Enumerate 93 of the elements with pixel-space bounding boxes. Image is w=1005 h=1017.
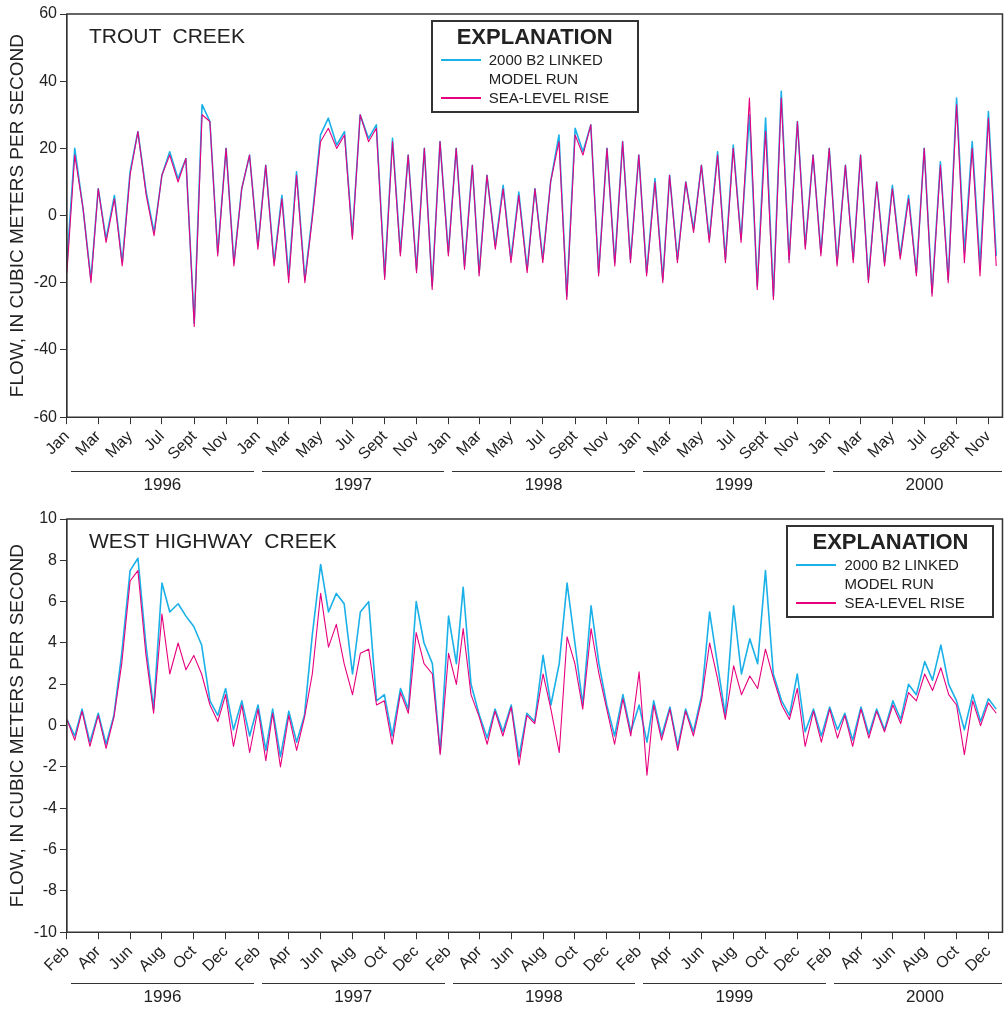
- x-tick-label: Dec: [770, 942, 803, 975]
- y-tick-label: -20: [33, 273, 58, 291]
- text: 1998: [524, 987, 563, 1007]
- x-tick-label: Nov: [199, 427, 232, 460]
- y-tick-label: 8: [48, 550, 58, 568]
- y-tick-label: 0: [48, 716, 58, 734]
- x-tick-label: Jun: [105, 942, 136, 973]
- x-tick-label: Feb: [422, 942, 454, 974]
- text: 1996: [143, 475, 182, 495]
- x-tick-label: May: [101, 427, 136, 461]
- x-tick-label: Apr: [836, 941, 867, 972]
- x-tick-label: Oct: [932, 941, 963, 972]
- x-tick-label: Jul: [712, 427, 739, 454]
- x-tick-label: Nov: [389, 427, 422, 460]
- y-tick-label: -8: [42, 881, 58, 899]
- legend-title: EXPLANATION: [811, 529, 970, 555]
- x-tick-label: Jan: [423, 427, 454, 458]
- x-tick-label: May: [673, 427, 707, 461]
- text: 1999: [715, 475, 753, 495]
- y-tick-label: -40: [33, 340, 58, 358]
- y-tick-label: -4: [42, 798, 58, 816]
- y-tick-label: 60: [39, 4, 58, 22]
- x-tick-label: Jun: [676, 942, 708, 973]
- x-tick-label: Feb: [231, 942, 264, 974]
- x-tick-label: Aug: [325, 942, 358, 975]
- x-tick-label: Apr: [454, 941, 486, 972]
- x-tick-label: Jun: [867, 942, 899, 973]
- x-tick-label: May: [292, 427, 326, 461]
- legend-label: SEA-LEVEL RISE: [844, 593, 965, 612]
- x-tick-label: Aug: [897, 942, 930, 975]
- x-tick-label: Oct: [359, 941, 390, 972]
- x-tick-label: Oct: [550, 941, 581, 972]
- text: 1996: [143, 987, 182, 1007]
- x-tick-label: May: [864, 427, 898, 461]
- y-axis-title: FLOW, IN CUBIC METERS PER SECOND: [5, 544, 27, 908]
- x-tick-label: Apr: [264, 941, 295, 972]
- x-tick-label: Jan: [804, 427, 835, 458]
- x-tick-label: May: [482, 427, 517, 461]
- x-tick-label: Dec: [198, 942, 231, 975]
- x-tick-label: Mar: [71, 426, 104, 459]
- x-tick-label: Apr: [645, 941, 676, 972]
- x-tick-label: Jan: [41, 427, 73, 458]
- x-tick-label: Mar: [643, 426, 676, 459]
- x-tick-label: Aug: [706, 942, 739, 975]
- legend-label: 2000 B2 LINKED MODEL RUN: [488, 50, 604, 88]
- x-tick-label: Dec: [961, 942, 994, 975]
- y-tick-label: -10: [33, 922, 58, 940]
- y-tick-label: -6: [42, 840, 58, 858]
- text: 2000: [905, 475, 944, 495]
- x-tick-label: Nov: [580, 427, 613, 460]
- text: 1999: [715, 987, 754, 1007]
- y-tick-label: 6: [48, 592, 58, 610]
- y-tick-label: 20: [39, 138, 58, 156]
- x-tick-label: Mar: [452, 426, 485, 459]
- x-tick-label: Nov: [961, 427, 994, 460]
- y-tick-label: 2: [48, 674, 58, 692]
- x-tick-label: Nov: [770, 427, 803, 460]
- y-tick-label: 10: [39, 509, 58, 527]
- x-tick-label: Jul: [521, 427, 549, 454]
- x-tick-label: Oct: [741, 941, 772, 972]
- x-tick-label: Jul: [331, 427, 358, 454]
- text: TROUT CREEK: [88, 24, 245, 48]
- x-tick-label: Jan: [613, 427, 645, 458]
- y-axis-title: FLOW, IN CUBIC METERS PER SECOND: [5, 34, 27, 398]
- x-tick-label: Aug: [516, 942, 549, 975]
- text: 2000: [906, 987, 944, 1007]
- y-tick-label: -60: [33, 407, 58, 425]
- legend-title: EXPLANATION: [455, 24, 614, 50]
- x-tick-label: Dec: [389, 942, 422, 975]
- x-tick-label: Mar: [262, 426, 295, 459]
- x-tick-label: Aug: [135, 942, 168, 975]
- legend-label: SEA-LEVEL RISE: [488, 88, 610, 107]
- text: 1997: [334, 987, 373, 1007]
- x-tick-label: Feb: [40, 942, 73, 974]
- x-tick-label: Jan: [232, 427, 264, 458]
- text: 1998: [524, 475, 563, 495]
- x-tick-label: Mar: [834, 426, 867, 459]
- x-tick-label: Jul: [902, 427, 930, 454]
- x-tick-label: Jul: [140, 427, 168, 454]
- x-tick-label: Jun: [295, 942, 326, 973]
- x-tick-label: Jun: [486, 942, 517, 973]
- text: 1997: [334, 475, 373, 495]
- x-tick-label: Feb: [803, 942, 835, 974]
- y-tick-label: 0: [48, 205, 58, 223]
- y-tick-label: 4: [48, 633, 58, 651]
- y-tick-label: 40: [39, 71, 58, 89]
- legend-label: 2000 B2 LINKED MODEL RUN: [844, 555, 960, 593]
- x-tick-label: Dec: [579, 942, 612, 975]
- x-tick-label: Apr: [73, 941, 104, 972]
- text: WEST HIGHWAY CREEK: [88, 529, 337, 553]
- y-tick-label: -2: [42, 757, 58, 775]
- x-tick-label: Oct: [169, 941, 200, 972]
- x-tick-label: Feb: [612, 942, 645, 974]
